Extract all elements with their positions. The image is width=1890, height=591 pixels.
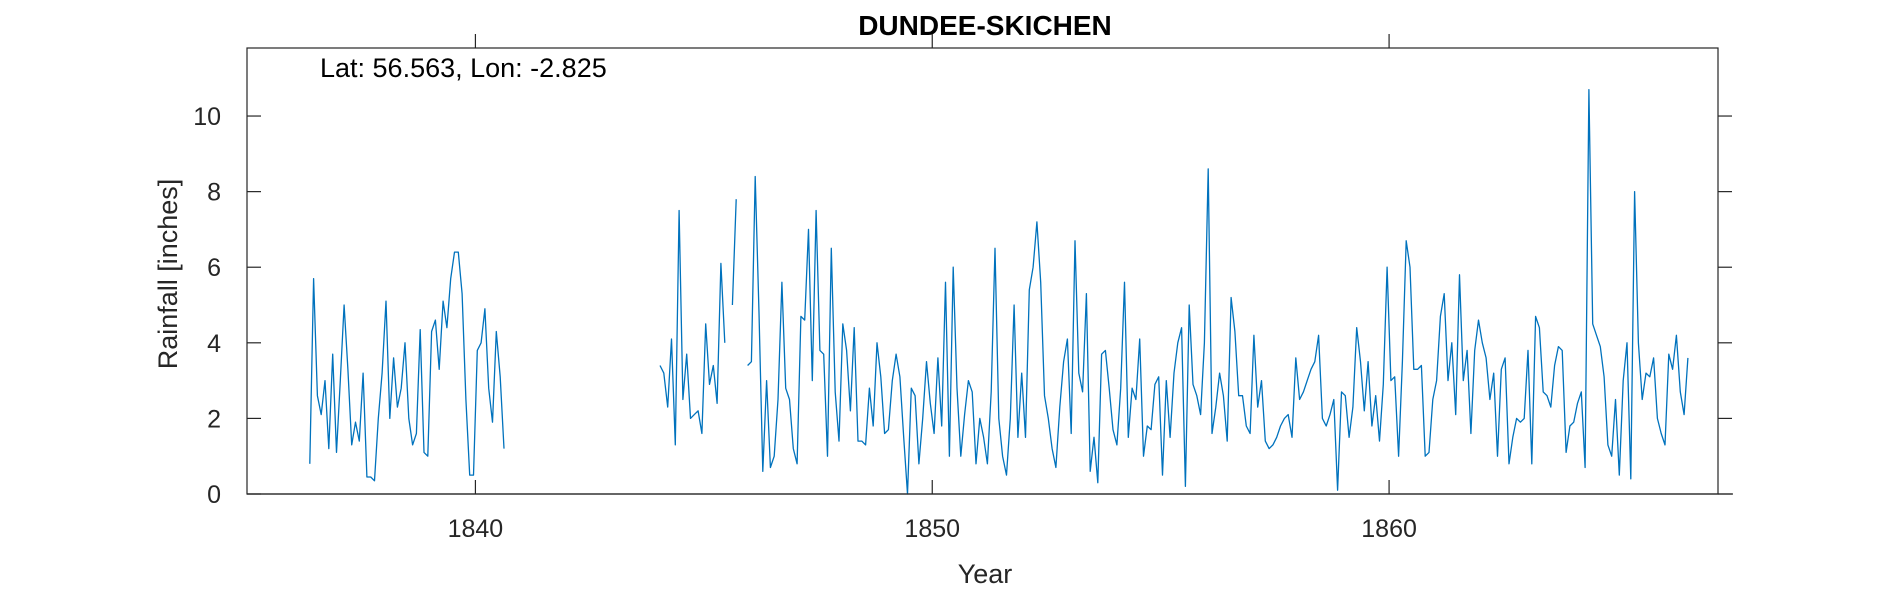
x-tick-label: 1860 (1361, 515, 1417, 543)
y-tick-label: 8 (207, 179, 221, 207)
y-tick-label: 4 (207, 330, 221, 358)
y-axis-label: Rainfall [inches] (153, 179, 183, 370)
y-tick-label: 2 (207, 405, 221, 433)
y-tick-label: 6 (207, 254, 221, 282)
y-axis: 0 2 4 6 8 10 (193, 103, 1732, 509)
plot-frame (246, 47, 1719, 495)
rainfall-series-line (309, 88, 1689, 495)
x-tick-label: 1840 (448, 515, 504, 543)
series-layer (309, 88, 1689, 495)
y-tick-label: 10 (193, 103, 221, 131)
y-tick-label: 0 (207, 481, 221, 509)
chart-title: DUNDEE-SKICHEN (858, 10, 1112, 41)
x-tick-label: 1850 (904, 515, 960, 543)
x-axis-label: Year (958, 559, 1013, 589)
location-annotation: Lat: 56.563, Lon: -2.825 (320, 53, 607, 83)
